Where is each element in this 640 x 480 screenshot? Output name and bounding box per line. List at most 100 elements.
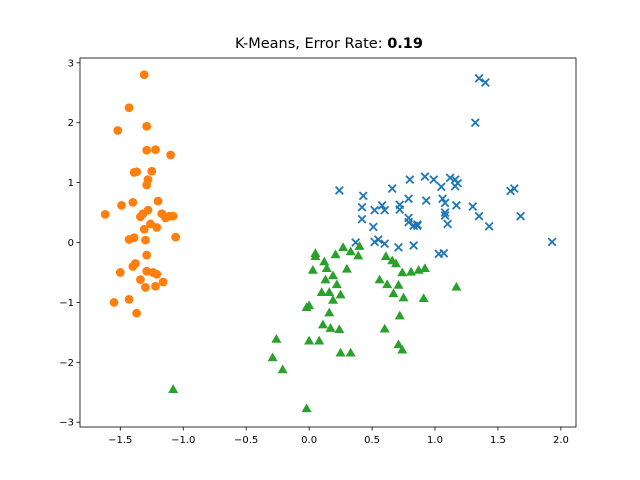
series-0-point-13 bbox=[117, 200, 126, 210]
series-2-point-12 bbox=[307, 265, 318, 274]
series-1-point-37 bbox=[443, 219, 453, 229]
series-2-point-37 bbox=[325, 323, 336, 332]
series-2-point-18 bbox=[374, 274, 385, 284]
series-1-point-28 bbox=[440, 208, 450, 217]
series-0-point-30 bbox=[142, 250, 152, 260]
series-2-point-29 bbox=[335, 289, 346, 299]
series-0-point-20 bbox=[168, 211, 178, 221]
series-1-point-44 bbox=[380, 239, 390, 249]
series-2-point-43 bbox=[335, 347, 346, 357]
series-0-point-6 bbox=[166, 150, 176, 160]
series-1-point-12 bbox=[387, 184, 397, 194]
series-0-point-36 bbox=[152, 269, 162, 279]
series-2-point-3 bbox=[330, 249, 341, 259]
series-2-point-26 bbox=[316, 287, 327, 296]
series-1-point-16 bbox=[421, 196, 431, 206]
series-2-point-50 bbox=[301, 403, 312, 413]
series-0-point-17 bbox=[136, 212, 145, 222]
chart-title-error-rate: 0.19 bbox=[387, 36, 423, 52]
series-1-point-48 bbox=[439, 248, 449, 258]
series-1-point-19 bbox=[440, 198, 450, 208]
series-1-point-46 bbox=[409, 241, 419, 250]
y-tick-label-5: −2 bbox=[59, 358, 74, 369]
x-tick-label-4: 0.5 bbox=[364, 435, 380, 446]
series-0-point-29 bbox=[171, 232, 181, 242]
series-0-point-3 bbox=[142, 121, 152, 131]
series-0-point-1 bbox=[124, 103, 134, 113]
series-2-point-13 bbox=[341, 263, 352, 273]
series-2-point-8 bbox=[380, 251, 391, 261]
series-2-point-11 bbox=[321, 263, 332, 273]
series-1-point-15 bbox=[358, 191, 368, 201]
x-tick-label-5: 1.0 bbox=[427, 435, 443, 446]
series-2-point-2 bbox=[345, 246, 356, 256]
series-0-point-28 bbox=[141, 235, 150, 245]
chart-title-prefix: K-Means, Error Rate: bbox=[235, 36, 387, 52]
series-0-point-32 bbox=[128, 262, 138, 271]
series-0-point-33 bbox=[115, 268, 125, 277]
series-2-point-38 bbox=[334, 324, 345, 334]
series-1-point-10 bbox=[436, 182, 446, 192]
series-2-point-46 bbox=[397, 344, 408, 354]
series-2-point-14 bbox=[419, 263, 430, 273]
series-2-point-15 bbox=[406, 266, 417, 276]
series-2-point-5 bbox=[310, 251, 321, 261]
series-0-point-21 bbox=[161, 213, 171, 223]
y-tick-label-0: 3 bbox=[68, 58, 74, 69]
axes: −1.5 −1.0 −0.5 0.0 0.5 1.0 1.5 2.0 3 2 1 0 −1 −2 −3 bbox=[59, 57, 577, 446]
x-tick-label-2: −0.5 bbox=[234, 435, 258, 446]
series-2-point-34 bbox=[451, 281, 462, 291]
series-0-point-25 bbox=[139, 224, 149, 234]
series-0-point-24 bbox=[152, 223, 162, 232]
series-1-point-40 bbox=[404, 217, 414, 227]
series-1-point-20 bbox=[451, 200, 461, 210]
y-tick-label-1: 2 bbox=[68, 118, 74, 129]
series-1-point-2 bbox=[470, 118, 480, 128]
series-0-point-4 bbox=[142, 145, 152, 155]
series-2-point-16 bbox=[413, 265, 424, 274]
series-2-point-17 bbox=[397, 267, 408, 277]
series-0-point-2 bbox=[113, 126, 123, 135]
series-2-point-40 bbox=[271, 333, 282, 343]
series-1-point-24 bbox=[468, 202, 478, 211]
series-2-point-7 bbox=[353, 250, 364, 260]
series-0-point-41 bbox=[124, 295, 134, 304]
series-0-point-0 bbox=[139, 70, 149, 80]
series-1-point-11 bbox=[334, 185, 344, 195]
plot-frame bbox=[79, 57, 577, 428]
series-1-point-29 bbox=[440, 211, 450, 220]
series-2-point-1 bbox=[338, 242, 349, 252]
series-1-point-22 bbox=[377, 200, 387, 210]
series-2-point-33 bbox=[418, 293, 429, 302]
series-2-point-10 bbox=[390, 258, 401, 268]
series-1-point-1 bbox=[480, 78, 490, 87]
series-2-point-41 bbox=[304, 335, 315, 345]
y-tick-label-6: −3 bbox=[59, 418, 74, 429]
series-2-point-19 bbox=[320, 274, 331, 284]
series-2-point-48 bbox=[277, 364, 288, 374]
series-0-point-43 bbox=[132, 308, 142, 318]
series-2-point-44 bbox=[345, 347, 356, 357]
series-0-point-8 bbox=[129, 168, 139, 177]
series-0-point-27 bbox=[129, 233, 139, 243]
series-2-point-25 bbox=[331, 279, 342, 289]
series-1-point-26 bbox=[380, 205, 390, 215]
series-2-point-49 bbox=[168, 384, 179, 394]
series-1-point-49 bbox=[547, 237, 557, 247]
x-tick-label-7: 2.0 bbox=[553, 435, 569, 446]
series-2-point-42 bbox=[314, 335, 325, 345]
series-1-point-43 bbox=[370, 237, 380, 247]
series-0-point-40 bbox=[151, 281, 160, 291]
series-1-point-45 bbox=[394, 242, 403, 252]
series-2-point-0 bbox=[354, 241, 365, 250]
series-0-point-22 bbox=[100, 209, 110, 219]
series-1-point-39 bbox=[412, 220, 422, 229]
series-2-point-45 bbox=[393, 339, 404, 349]
plot-marks bbox=[100, 70, 557, 413]
series-1-point-33 bbox=[357, 214, 367, 224]
series-1-point-4 bbox=[429, 175, 439, 185]
y-tick-label-3: 0 bbox=[68, 238, 74, 249]
series-2-point-27 bbox=[324, 287, 335, 296]
series-2-point-32 bbox=[324, 307, 335, 317]
